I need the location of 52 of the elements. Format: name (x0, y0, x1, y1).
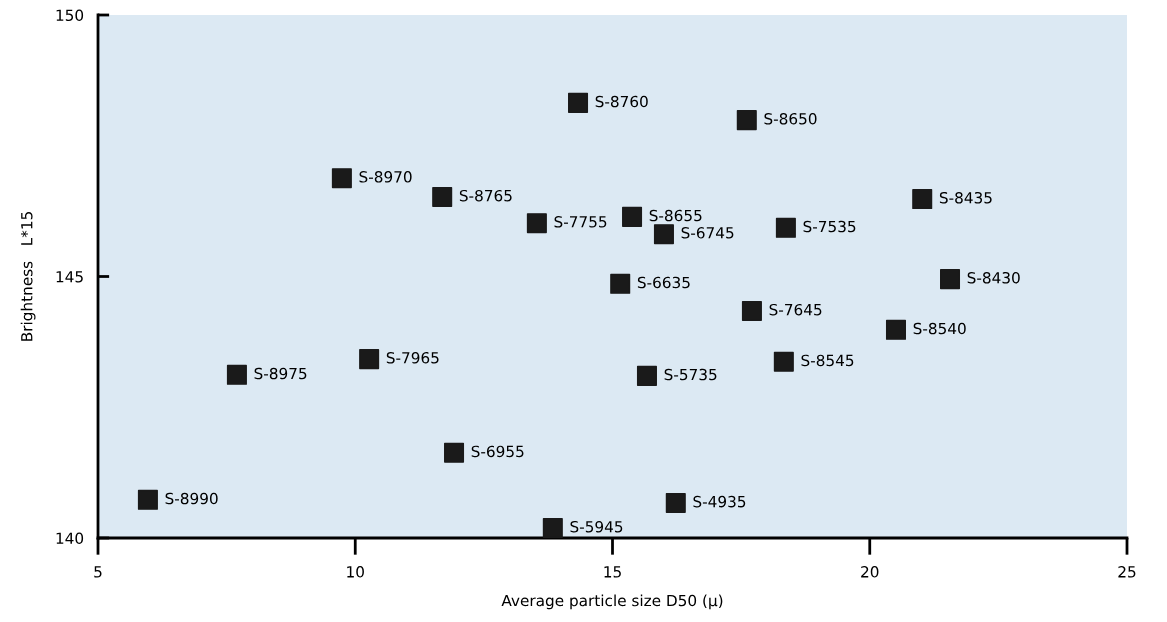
annotation: S-7965 (386, 352, 439, 364)
point (526, 213, 547, 234)
annotation: S-5945 (570, 520, 623, 533)
point (444, 442, 465, 463)
point (226, 364, 247, 385)
point (359, 349, 380, 370)
point (940, 269, 961, 290)
annotation: S-5735 (664, 368, 717, 381)
y-tick-label: 145 (56, 271, 83, 283)
point (653, 224, 674, 245)
annotation: S-7645 (769, 303, 822, 316)
annotation: S-8430 (967, 271, 1020, 284)
annotation: S-8655 (649, 209, 702, 222)
point (773, 351, 794, 372)
annotation: S-7535 (803, 220, 856, 233)
y-axis-title: Brightness L*15 (20, 212, 36, 341)
x-axis-title: Average particle size D50 (μ) (501, 594, 723, 610)
point (736, 110, 757, 131)
point (912, 189, 933, 210)
point (432, 186, 453, 208)
point (610, 273, 631, 294)
annotation: S-8545 (801, 354, 854, 367)
x-tick-label: 20 (861, 566, 879, 578)
annotation: S-8760 (595, 95, 648, 108)
annotation: S-8970 (359, 171, 412, 183)
annotation: S-8650 (764, 113, 817, 125)
x-tick-label: 5 (94, 566, 102, 578)
annotation: S-6745 (681, 227, 734, 239)
point (636, 365, 657, 386)
annotation: S-6955 (471, 445, 524, 458)
x-tick-label: 10 (347, 566, 364, 578)
annotation: S-4935 (693, 495, 746, 508)
point (775, 217, 796, 238)
point (542, 518, 563, 539)
point (137, 489, 158, 510)
annotation: S-8975 (254, 367, 307, 380)
annotation: S-8765 (459, 189, 512, 202)
point (741, 301, 762, 322)
annotation: S-8990 (165, 492, 218, 505)
point (665, 492, 686, 513)
x-tick-label: 15 (604, 566, 621, 578)
annotation: S-7755 (554, 216, 607, 228)
y-tick-label: 140 (56, 532, 84, 545)
point (622, 206, 643, 227)
annotation: S-6635 (637, 276, 690, 289)
annotation: S-8540 (913, 322, 966, 335)
annotation: S-8435 (939, 191, 992, 204)
x-tick-label: 25 (1118, 566, 1136, 578)
point (885, 319, 907, 340)
point (331, 168, 352, 189)
y-tick-label: 150 (56, 9, 84, 22)
point (568, 92, 589, 113)
